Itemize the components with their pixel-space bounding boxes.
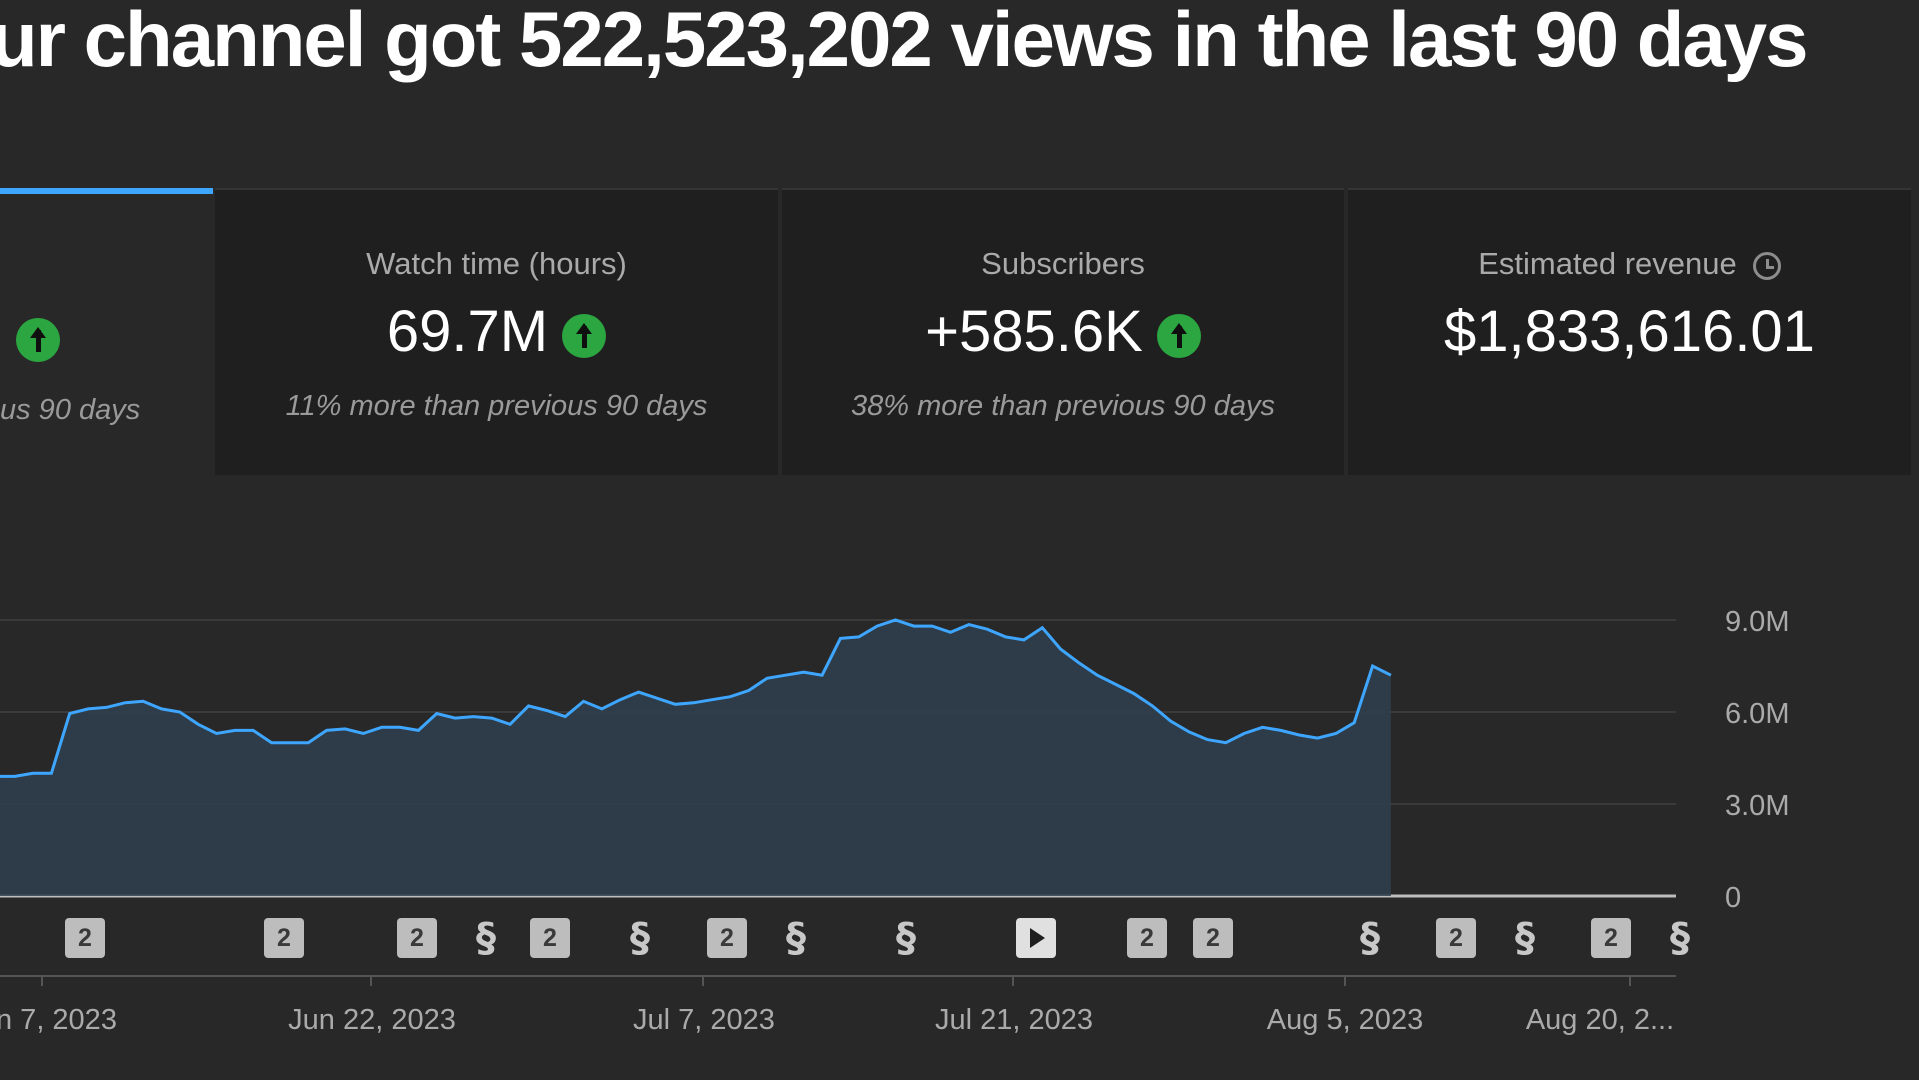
views-area	[0, 620, 1391, 896]
x-tick-label: n 7, 2023	[0, 1004, 117, 1036]
video-count-marker[interactable]: 2	[264, 918, 304, 958]
x-tick-label: Jul 21, 2023	[935, 1004, 1093, 1036]
video-count-marker[interactable]: 2	[707, 918, 747, 958]
page-title: ur channel got 522,523,202 views in the …	[0, 0, 1809, 83]
x-tick-label: Aug 20, 2...	[1526, 1004, 1674, 1036]
metric-card-views[interactable]: us 90 days	[0, 188, 213, 475]
metric-comparison: us 90 days	[0, 394, 141, 426]
metric-value-text: 69.7M	[386, 299, 549, 364]
y-axis: 9.0M 6.0M 3.0M 0	[1725, 606, 1789, 914]
metric-value	[0, 302, 213, 369]
metric-value: +585.6K	[782, 298, 1344, 365]
metric-label: Estimated revenue	[1348, 246, 1911, 282]
video-count-marker[interactable]: 2	[1591, 918, 1631, 958]
shorts-icon[interactable]: §	[896, 915, 916, 961]
metric-comparison: 38% more than previous 90 days	[851, 390, 1275, 422]
views-line	[0, 618, 1392, 778]
shorts-icon[interactable]: §	[1670, 915, 1690, 961]
video-count-marker[interactable]: 2	[397, 918, 437, 958]
arrow-up-icon	[16, 317, 60, 362]
video-count-marker[interactable]: 2	[530, 918, 570, 958]
shorts-icon[interactable]: §	[1360, 915, 1380, 961]
clock-icon[interactable]	[1752, 251, 1781, 280]
metric-label-text: Estimated revenue	[1478, 246, 1737, 281]
video-count-marker[interactable]: 2	[1193, 918, 1233, 958]
x-axis: n 7, 2023 Jun 22, 2023 Jul 7, 2023 Jul 21, …	[0, 975, 1676, 1036]
y-tick-label: 6.0M	[1725, 698, 1789, 730]
metric-cards: us 90 days Watch time (hours) 69.7M 11% …	[0, 188, 1919, 475]
video-count-marker[interactable]: 2	[1127, 918, 1167, 958]
metric-label: Watch time (hours)	[366, 246, 627, 281]
shorts-icon[interactable]: §	[630, 915, 650, 961]
metric-card-watch-time[interactable]: Watch time (hours) 69.7M 11% more than p…	[215, 188, 778, 475]
metric-comparison: 11% more than previous 90 days	[285, 390, 708, 422]
metric-card-revenue[interactable]: Estimated revenue $1,833,616.01	[1348, 188, 1911, 475]
arrow-up-icon	[1156, 313, 1201, 358]
video-count-marker[interactable]: 2	[65, 918, 105, 958]
video-play-icon[interactable]	[1016, 918, 1056, 958]
arrow-up-icon	[562, 313, 607, 358]
shorts-icon[interactable]: §	[476, 915, 496, 961]
metric-card-subscribers[interactable]: Subscribers +585.6K 38% more than previo…	[782, 188, 1344, 475]
metric-value-text: +585.6K	[925, 299, 1143, 364]
x-tick-label: Aug 5, 2023	[1267, 1004, 1423, 1036]
views-chart[interactable]: 9.0M 6.0M 3.0M 0 n 7, 2023 Jun 22, 2023 Jul 7…	[0, 560, 1919, 1040]
y-tick-label: 3.0M	[1725, 790, 1789, 822]
metric-value: 69.7M	[215, 298, 778, 365]
y-tick-label: 9.0M	[1725, 606, 1789, 638]
video-count-marker[interactable]: 2	[1436, 918, 1476, 958]
shorts-icon[interactable]: §	[1515, 915, 1535, 961]
shorts-icon[interactable]: §	[786, 915, 806, 961]
x-tick-label: Jul 7, 2023	[633, 1004, 775, 1036]
x-tick-label: Jun 22, 2023	[288, 1004, 456, 1036]
metric-label: Subscribers	[981, 246, 1145, 281]
metric-value: $1,833,616.01	[1444, 299, 1815, 364]
y-tick-label: 0	[1725, 882, 1741, 914]
